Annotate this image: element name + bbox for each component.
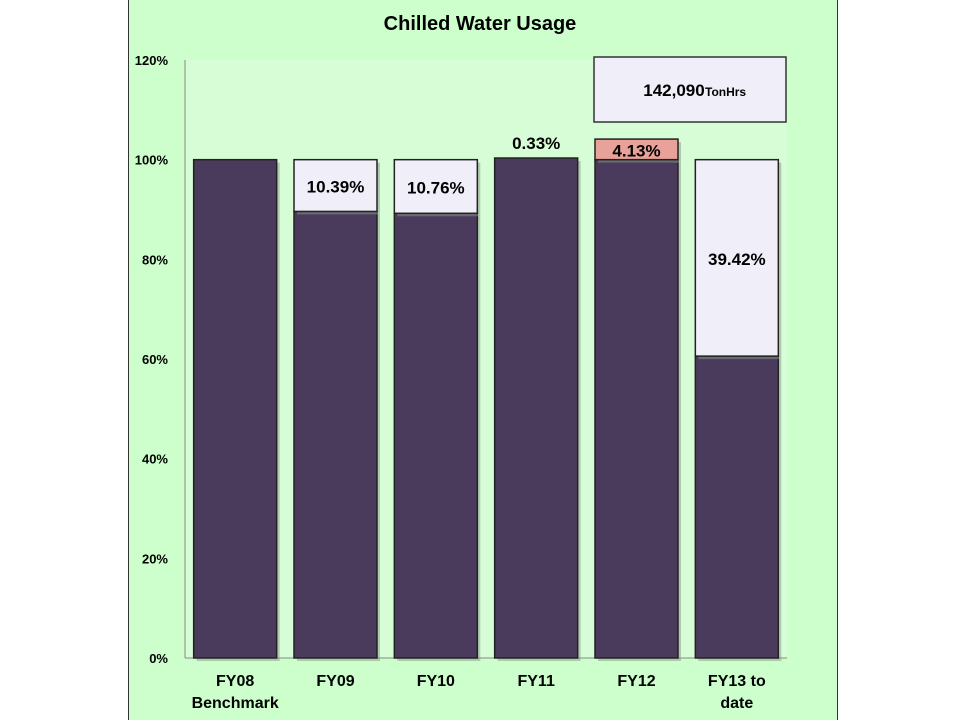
- bar-segment: [694, 355, 780, 659]
- data-label: 10.76%: [407, 178, 465, 197]
- bar-segment: [293, 210, 378, 659]
- data-label: 4.13%: [612, 141, 660, 160]
- bar-segment: [393, 158, 479, 215]
- bar-segment: [192, 158, 278, 659]
- y-tick-label: 20%: [142, 551, 168, 566]
- y-tick-label: 80%: [142, 252, 168, 267]
- chart-title: Chilled Water Usage: [384, 13, 577, 35]
- bar-segment: [393, 212, 479, 659]
- y-tick-label: 60%: [142, 352, 168, 367]
- y-tick-label: 120%: [135, 53, 169, 68]
- x-tick-label: FY12: [617, 673, 655, 690]
- data-label: 0.33%: [512, 134, 560, 153]
- bar-segment: [594, 158, 679, 659]
- annotation-box: 142,090 TonHrs: [593, 56, 787, 123]
- data-label: 39.42%: [708, 250, 766, 269]
- x-tick-label: Benchmark: [192, 695, 279, 712]
- x-tick-label: FY08: [216, 673, 254, 690]
- x-tick-label: FY11: [517, 673, 554, 690]
- y-tick-label: 40%: [142, 452, 168, 467]
- annotation-unit: TonHrs: [705, 85, 746, 99]
- x-tick-label: FY09: [316, 673, 354, 690]
- bar-segment: [493, 157, 579, 659]
- bar-segment: [694, 158, 780, 357]
- x-tick-label: FY10: [417, 673, 455, 690]
- y-tick-label: 100%: [135, 153, 169, 168]
- data-label: 10.39%: [307, 178, 365, 197]
- bar-segment: [293, 158, 378, 213]
- x-tick-label: FY13 to: [708, 673, 766, 690]
- plot-area: [185, 60, 787, 658]
- x-tick-label: date: [720, 695, 753, 712]
- annotation-value: 142,090: [643, 81, 704, 100]
- bar-segment: [594, 138, 679, 161]
- y-tick-label: 0%: [149, 651, 168, 666]
